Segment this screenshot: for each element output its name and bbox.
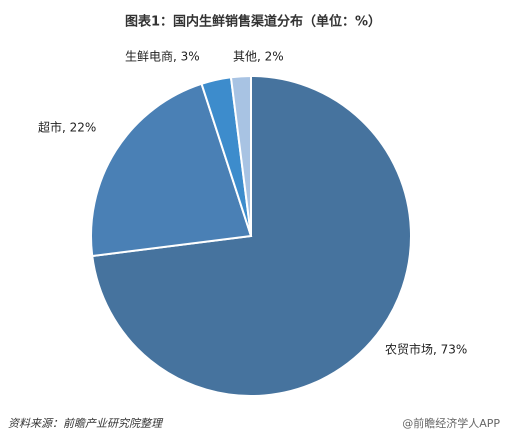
chart-title: 图表1：国内生鲜销售渠道分布（单位：%）	[125, 14, 381, 30]
data-label: 其他, 2%	[233, 50, 284, 64]
source-note: 资料来源：前瞻产业研究院整理	[8, 417, 164, 430]
credit: @前瞻经济学人APP	[402, 416, 500, 430]
pie-slice	[90, 82, 253, 258]
data-label: 农贸市场, 73%	[385, 342, 467, 357]
data-label: 生鲜电商, 3%	[125, 49, 200, 64]
pie-slice	[229, 74, 252, 237]
data-label: 超市, 22%	[38, 120, 96, 135]
